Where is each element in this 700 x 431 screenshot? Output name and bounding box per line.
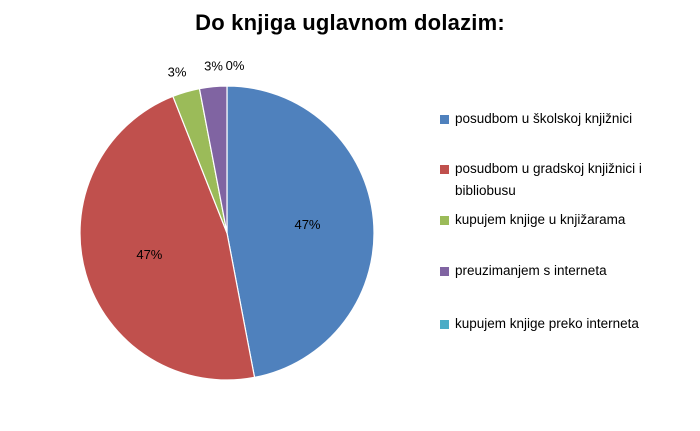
legend-item-knjizare: kupujem knjige u knjižarama	[440, 209, 695, 231]
slice-gradska	[79, 95, 256, 381]
data-label: 3%	[204, 59, 223, 74]
legend-label: posudbom u školskoj knjižnici	[455, 111, 633, 126]
legend-swatch	[440, 216, 449, 225]
slice-skolska	[226, 85, 375, 379]
data-label: 47%	[136, 247, 162, 262]
legend-item-gradska: posudbom u gradskoj knjižnici i bibliobu…	[440, 158, 695, 202]
legend-swatch	[440, 320, 449, 329]
data-label: 3%	[168, 64, 187, 79]
legend-label: preuzimanjem s interneta	[455, 263, 607, 278]
legend-item-internet: preuzimanjem s interneta	[440, 260, 695, 282]
legend-swatch	[440, 267, 449, 276]
legend-swatch	[440, 115, 449, 124]
legend-item-internet-kupnja: kupujem knjige preko interneta	[440, 313, 695, 335]
legend-label: kupujem knjige u knjižarama	[455, 212, 626, 227]
legend-item-skolska: posudbom u školskoj knjižnici	[440, 108, 695, 130]
legend-label: posudbom u gradskoj knjižnici i bibliobu…	[455, 161, 642, 198]
chart-title: Do knjiga uglavnom dolazim:	[195, 10, 505, 35]
slice-internet	[198, 85, 228, 234]
legend-label: kupujem knjige preko interneta	[455, 316, 639, 331]
data-label: 0%	[226, 58, 245, 73]
data-label: 47%	[294, 217, 320, 232]
legend-swatch	[440, 165, 449, 174]
